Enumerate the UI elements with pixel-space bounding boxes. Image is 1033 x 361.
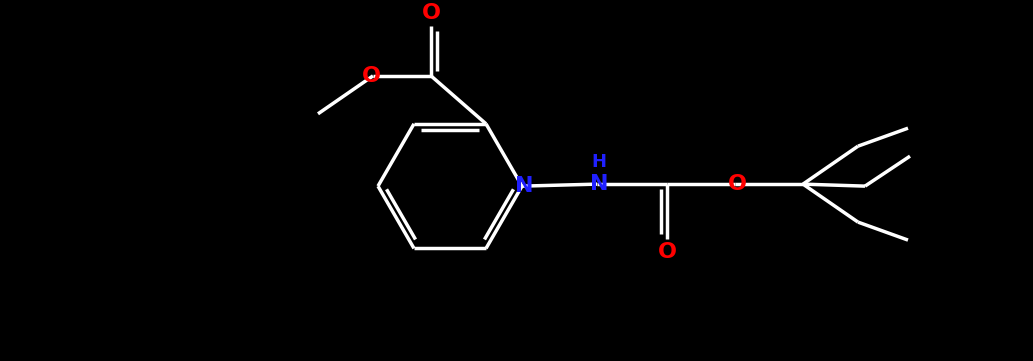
Text: O: O xyxy=(727,174,747,193)
Text: N: N xyxy=(590,174,608,193)
Text: O: O xyxy=(421,3,440,23)
Text: N: N xyxy=(514,176,533,196)
Text: O: O xyxy=(657,242,677,262)
Text: H: H xyxy=(592,153,606,171)
Text: O: O xyxy=(362,66,380,86)
